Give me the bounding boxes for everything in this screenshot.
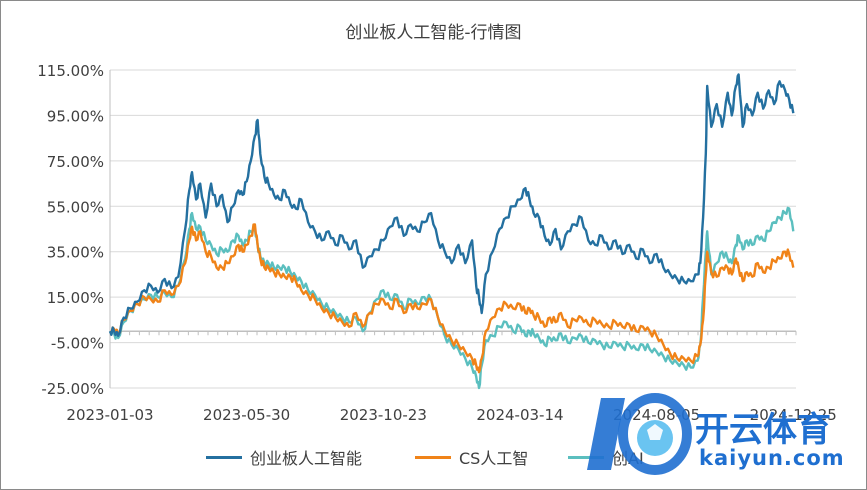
watermark-brand-text: 开云体育	[695, 410, 831, 450]
x-tick-label: 2023-01-03	[66, 406, 153, 424]
x-tick-label: 2024-12-25	[750, 406, 837, 424]
series-line-1	[108, 73, 795, 337]
y-tick-label: 55.00%	[47, 198, 104, 216]
legend-swatch-series-1	[206, 455, 242, 459]
y-tick-label: 95.00%	[47, 107, 104, 125]
legend-swatch-series-2	[415, 455, 451, 459]
watermark-domain-text: kaiyun.com	[699, 446, 845, 470]
watermark: 开云体育 kaiyun.com	[583, 390, 863, 480]
legend-label-series-2: CS人工智	[459, 449, 529, 468]
legend-label-series-1: 创业板人工智能	[250, 449, 363, 468]
y-tick-label: 115.00%	[37, 62, 104, 80]
x-tick-label: 2023-05-30	[203, 406, 290, 424]
chart-title: 创业板人工智能-行情图	[345, 23, 522, 43]
watermark-logo-icon	[587, 393, 692, 475]
y-tick-label: -5.00%	[51, 335, 104, 353]
series-line-3	[108, 206, 795, 390]
y-tick-label: 35.00%	[47, 244, 104, 262]
x-tick-label: 2023-10-23	[340, 406, 427, 424]
series-line-2	[109, 223, 795, 374]
y-tick-label: 75.00%	[47, 153, 104, 171]
legend-item-series-2: CS人工智	[415, 445, 528, 469]
legend-item-series-1: 创业板人工智能	[206, 445, 362, 469]
y-tick-label: 15.00%	[47, 289, 104, 307]
x-tick-label: 2024-03-14	[476, 406, 563, 424]
legend-swatch-series-3	[568, 455, 604, 459]
y-tick-label: -25.00%	[41, 380, 104, 398]
